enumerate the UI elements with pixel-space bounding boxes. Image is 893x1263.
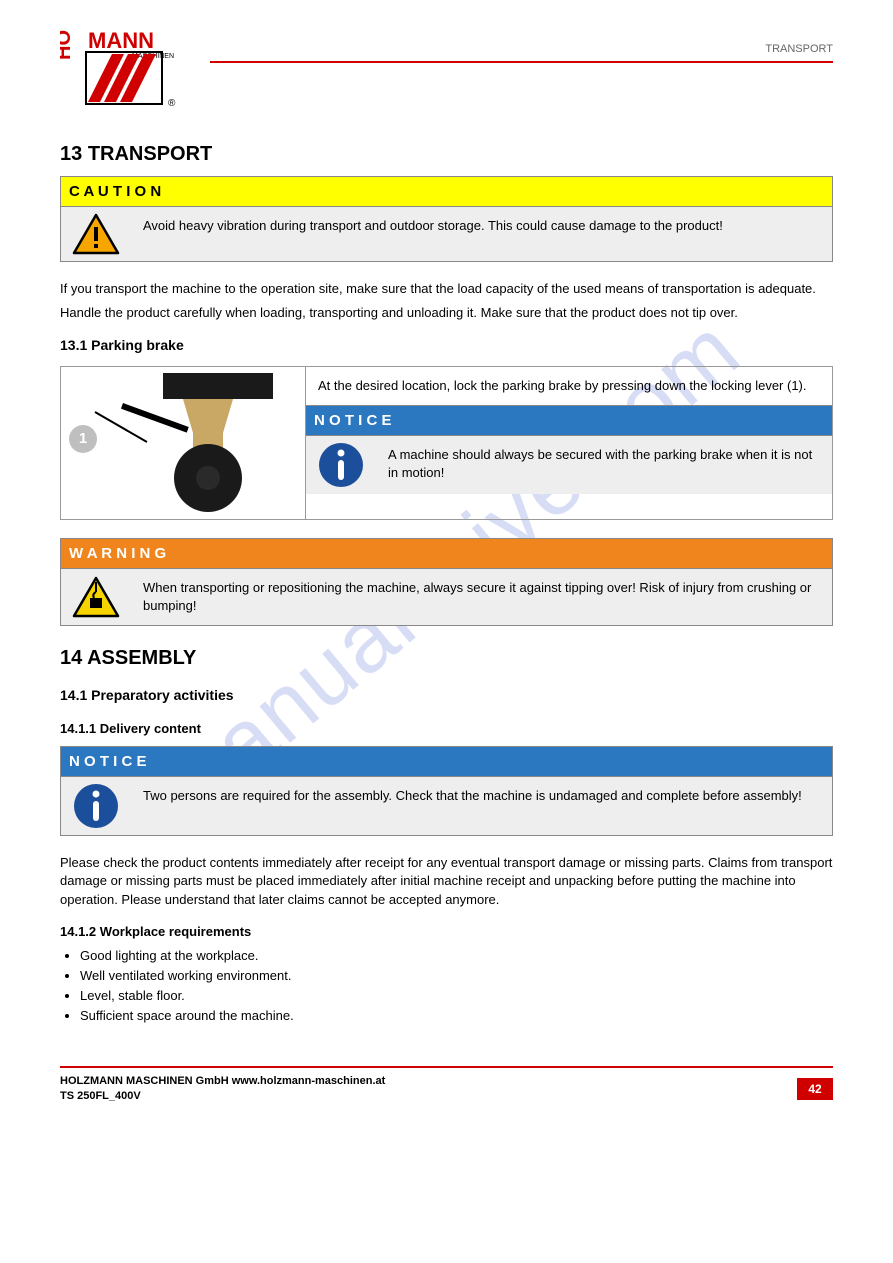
sub-number: 14.1.1 xyxy=(60,721,96,736)
warning-box: W A R N I N G When transporting or repos… xyxy=(60,538,833,626)
delivery-para: Please check the product contents immedi… xyxy=(60,854,833,909)
transport-para-1: If you transport the machine to the oper… xyxy=(60,280,833,298)
page-header: HOLZ MANN MASCHINEN ® TRANSPORT xyxy=(60,30,833,110)
sub-prep-title: 14.1 Preparatory activities xyxy=(60,686,833,706)
sub-workplace-title: 14.1.2 Workplace requirements xyxy=(60,923,833,941)
brand-logo: HOLZ MANN MASCHINEN ® xyxy=(60,30,180,110)
notice1-head: N O T I C E xyxy=(306,406,832,436)
caution-text: Avoid heavy vibration during transport a… xyxy=(131,207,832,261)
header-rule xyxy=(210,61,833,63)
sub-title: Workplace requirements xyxy=(100,924,251,939)
warning-text: When transporting or repositioning the m… xyxy=(131,569,832,625)
sub-number: 13.1 xyxy=(60,337,87,353)
sub-title: Parking brake xyxy=(91,337,184,353)
workplace-list: Good lighting at the workplace. Well ven… xyxy=(60,947,833,1026)
brake-image-cell: 1 xyxy=(61,367,306,519)
sub-title: Delivery content xyxy=(100,721,201,736)
footer-model: TS 250FL_400V xyxy=(60,1089,385,1104)
notice1-text: A machine should always be secured with … xyxy=(376,436,832,494)
section-number: 14 xyxy=(60,647,82,669)
brake-note-text: At the desired location, lock the parkin… xyxy=(306,367,832,405)
section-title: ASSEMBLY xyxy=(87,647,196,669)
notice2-head: N O T I C E xyxy=(61,747,832,777)
list-item: Sufficient space around the machine. xyxy=(80,1007,833,1025)
page-content: HOLZ MANN MASCHINEN ® TRANSPORT 13 TRANS… xyxy=(0,0,893,1144)
notice-icon xyxy=(306,436,376,494)
list-item: Level, stable floor. xyxy=(80,987,833,1005)
warning-icon xyxy=(61,569,131,625)
list-item: Well ventilated working environment. xyxy=(80,967,833,985)
footer-page-number: 42 xyxy=(797,1078,833,1100)
caution-box: C A U T I O N Avoid heavy vibration duri… xyxy=(60,176,833,262)
sub-title: Preparatory activities xyxy=(91,687,233,703)
caution-head: C A U T I O N xyxy=(61,177,832,207)
sub-number: 14.1 xyxy=(60,687,87,703)
brake-figure-row: 1 At the desired location, lock the park… xyxy=(60,366,833,520)
header-right: TRANSPORT xyxy=(210,30,833,63)
footer-left: HOLZMANN MASCHINEN GmbH www.holzmann-mas… xyxy=(60,1074,385,1105)
footer-company: HOLZMANN MASCHINEN GmbH www.holzmann-mas… xyxy=(60,1074,385,1089)
caution-icon xyxy=(61,207,131,261)
section-title: TRANSPORT xyxy=(88,143,212,165)
section-transport-title: 13 TRANSPORT xyxy=(60,140,833,168)
page-footer: HOLZMANN MASCHINEN GmbH www.holzmann-mas… xyxy=(60,1066,833,1105)
sub-scope-title: 14.1.1 Delivery content xyxy=(60,720,833,738)
svg-text:MANN: MANN xyxy=(88,30,154,53)
svg-text:®: ® xyxy=(168,98,176,109)
header-doc-ref: TRANSPORT xyxy=(210,42,833,57)
notice2-text: Two persons are required for the assembl… xyxy=(131,777,832,835)
notice2-box: N O T I C E Two persons are required for… xyxy=(60,746,833,836)
transport-para-2: Handle the product carefully when loadin… xyxy=(60,304,833,322)
list-item: Good lighting at the workplace. xyxy=(80,947,833,965)
section-assembly-title: 14 ASSEMBLY xyxy=(60,644,833,672)
svg-text:HOLZ: HOLZ xyxy=(60,30,75,60)
sub-brake-title: 13.1 Parking brake xyxy=(60,336,833,356)
notice-box-inline: N O T I C E A machine should always be s… xyxy=(306,405,832,494)
warning-head: W A R N I N G xyxy=(61,539,832,569)
section-number: 13 xyxy=(60,143,82,165)
brake-note-cell: At the desired location, lock the parkin… xyxy=(306,367,832,519)
sub-number: 14.1.2 xyxy=(60,924,96,939)
notice-icon xyxy=(61,777,131,835)
callout-1: 1 xyxy=(69,425,97,453)
